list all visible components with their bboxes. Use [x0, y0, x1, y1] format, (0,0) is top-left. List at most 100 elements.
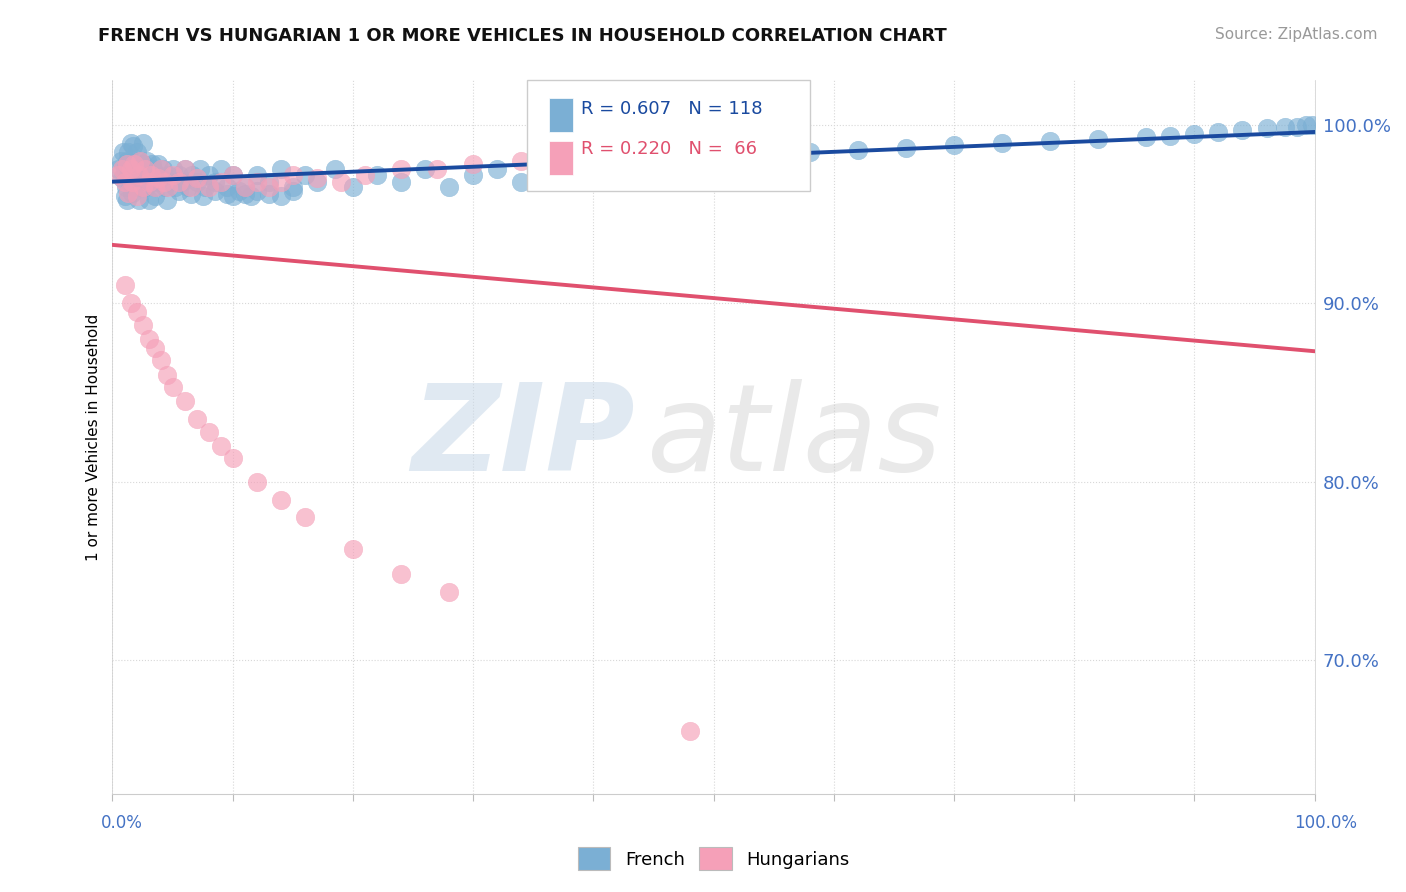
Point [142, 162, 165, 177]
Point [139, 168, 162, 182]
Point [257, 180, 280, 194]
Point [128, 153, 150, 168]
Point [141, 157, 163, 171]
Point [389, 162, 412, 177]
Point [323, 162, 346, 177]
Point [437, 585, 460, 599]
Point [191, 189, 214, 203]
Point [197, 168, 219, 182]
Point [114, 162, 136, 177]
Point [136, 153, 159, 168]
Point [173, 162, 195, 177]
Point [510, 153, 533, 168]
Text: R = 0.220   N =  66: R = 0.220 N = 66 [581, 139, 758, 158]
Point [582, 162, 605, 177]
Legend: French, Hungarians: French, Hungarians [571, 840, 856, 878]
Point [233, 187, 256, 202]
Point [1184, 127, 1206, 141]
Point [129, 153, 152, 168]
Point [167, 168, 190, 182]
Point [149, 353, 172, 368]
Point [215, 187, 238, 202]
Point [149, 162, 172, 177]
Point [143, 180, 166, 194]
Text: ZIP: ZIP [412, 378, 636, 496]
Text: Source: ZipAtlas.com: Source: ZipAtlas.com [1215, 27, 1378, 42]
Point [156, 168, 179, 182]
Point [294, 510, 316, 524]
Point [666, 145, 689, 159]
Point [162, 380, 184, 394]
Point [129, 162, 152, 177]
Point [894, 141, 917, 155]
Point [125, 305, 148, 319]
Point [167, 184, 190, 198]
Point [342, 180, 364, 194]
Point [128, 193, 150, 207]
Point [204, 184, 226, 198]
FancyBboxPatch shape [527, 80, 810, 191]
Point [204, 175, 226, 189]
Point [177, 180, 200, 194]
Point [131, 180, 153, 194]
Text: 100.0%: 100.0% [1294, 814, 1357, 831]
Point [786, 150, 808, 164]
Point [1087, 132, 1109, 146]
Point [751, 146, 773, 161]
Point [111, 162, 134, 177]
Point [120, 136, 142, 150]
Point [799, 145, 821, 159]
Point [155, 180, 177, 194]
Point [942, 137, 965, 152]
Point [159, 175, 181, 189]
Point [111, 171, 134, 186]
Point [118, 175, 141, 189]
Text: R = 0.607   N = 118: R = 0.607 N = 118 [581, 100, 763, 118]
Point [117, 145, 139, 159]
Point [270, 162, 292, 177]
Point [173, 394, 195, 409]
Point [186, 175, 208, 189]
Point [146, 171, 169, 186]
Point [188, 162, 211, 177]
Point [146, 157, 169, 171]
Point [678, 724, 700, 739]
Point [128, 168, 150, 182]
Point [155, 368, 177, 382]
Point [228, 184, 250, 198]
Point [606, 153, 628, 168]
Point [131, 180, 153, 194]
Point [114, 180, 136, 194]
Point [186, 412, 208, 426]
Point [558, 150, 581, 164]
Point [257, 175, 280, 189]
Point [257, 187, 280, 202]
Point [107, 168, 129, 182]
Point [461, 157, 484, 171]
Point [132, 171, 155, 186]
Point [215, 180, 238, 194]
Point [209, 175, 232, 189]
Point [437, 180, 460, 194]
Point [114, 175, 136, 189]
Point [281, 184, 304, 198]
Point [270, 492, 292, 507]
Point [162, 168, 184, 182]
Point [209, 162, 232, 177]
Point [222, 168, 245, 182]
Point [246, 175, 269, 189]
Point [153, 175, 176, 189]
Point [606, 157, 628, 171]
Point [115, 153, 138, 168]
Point [194, 180, 217, 194]
Point [120, 157, 142, 171]
Point [197, 425, 219, 439]
Point [270, 175, 292, 189]
Point [138, 175, 160, 189]
Point [135, 180, 157, 194]
Point [342, 542, 364, 557]
Point [173, 162, 195, 177]
Point [1295, 118, 1317, 132]
Point [270, 189, 292, 203]
Point [354, 168, 377, 182]
